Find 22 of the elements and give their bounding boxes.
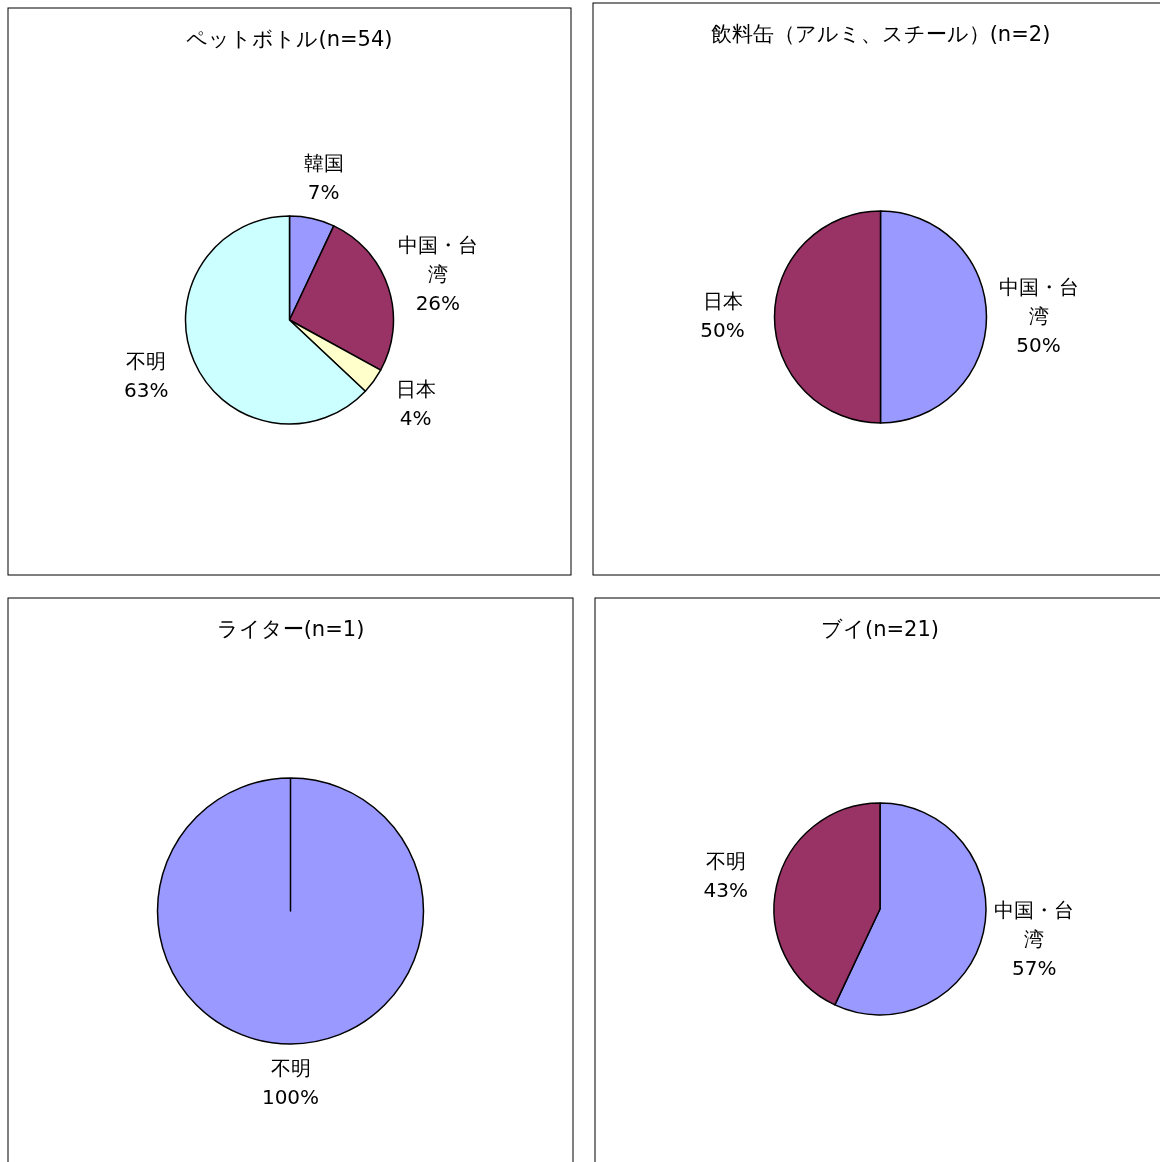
chart-title: ペットボトル(n=54) [186,27,393,51]
chart-title: ブイ(n=21) [820,617,940,641]
data-label: 57% [1011,956,1057,981]
data-label: 50% [700,318,745,342]
data-label: 100% [261,1085,320,1109]
data-label: 63% [124,378,169,403]
slice-label: 不明 [126,349,167,374]
slice-label: 不明 [705,849,746,874]
slice-label: 日本 [395,376,436,401]
slice-label: 韓国 [303,151,344,176]
slice-label: 中国・台湾 [397,233,478,286]
data-label: 26% [415,291,461,315]
data-label: 50% [1016,332,1061,357]
data-label: 7% [307,180,340,205]
chart-title: ライター(n=1) [216,617,365,641]
slice-label: 中国・台湾 [994,898,1075,952]
data-label: 4% [399,405,432,430]
slice-label: 不明 [270,1056,311,1080]
slice-label: 日本 [702,289,743,313]
slice-label: 中国・台湾 [998,274,1079,328]
chart-title: 飲料缶（アルミ、スチール）(n=2) [710,22,1051,46]
data-label: 43% [703,878,749,903]
